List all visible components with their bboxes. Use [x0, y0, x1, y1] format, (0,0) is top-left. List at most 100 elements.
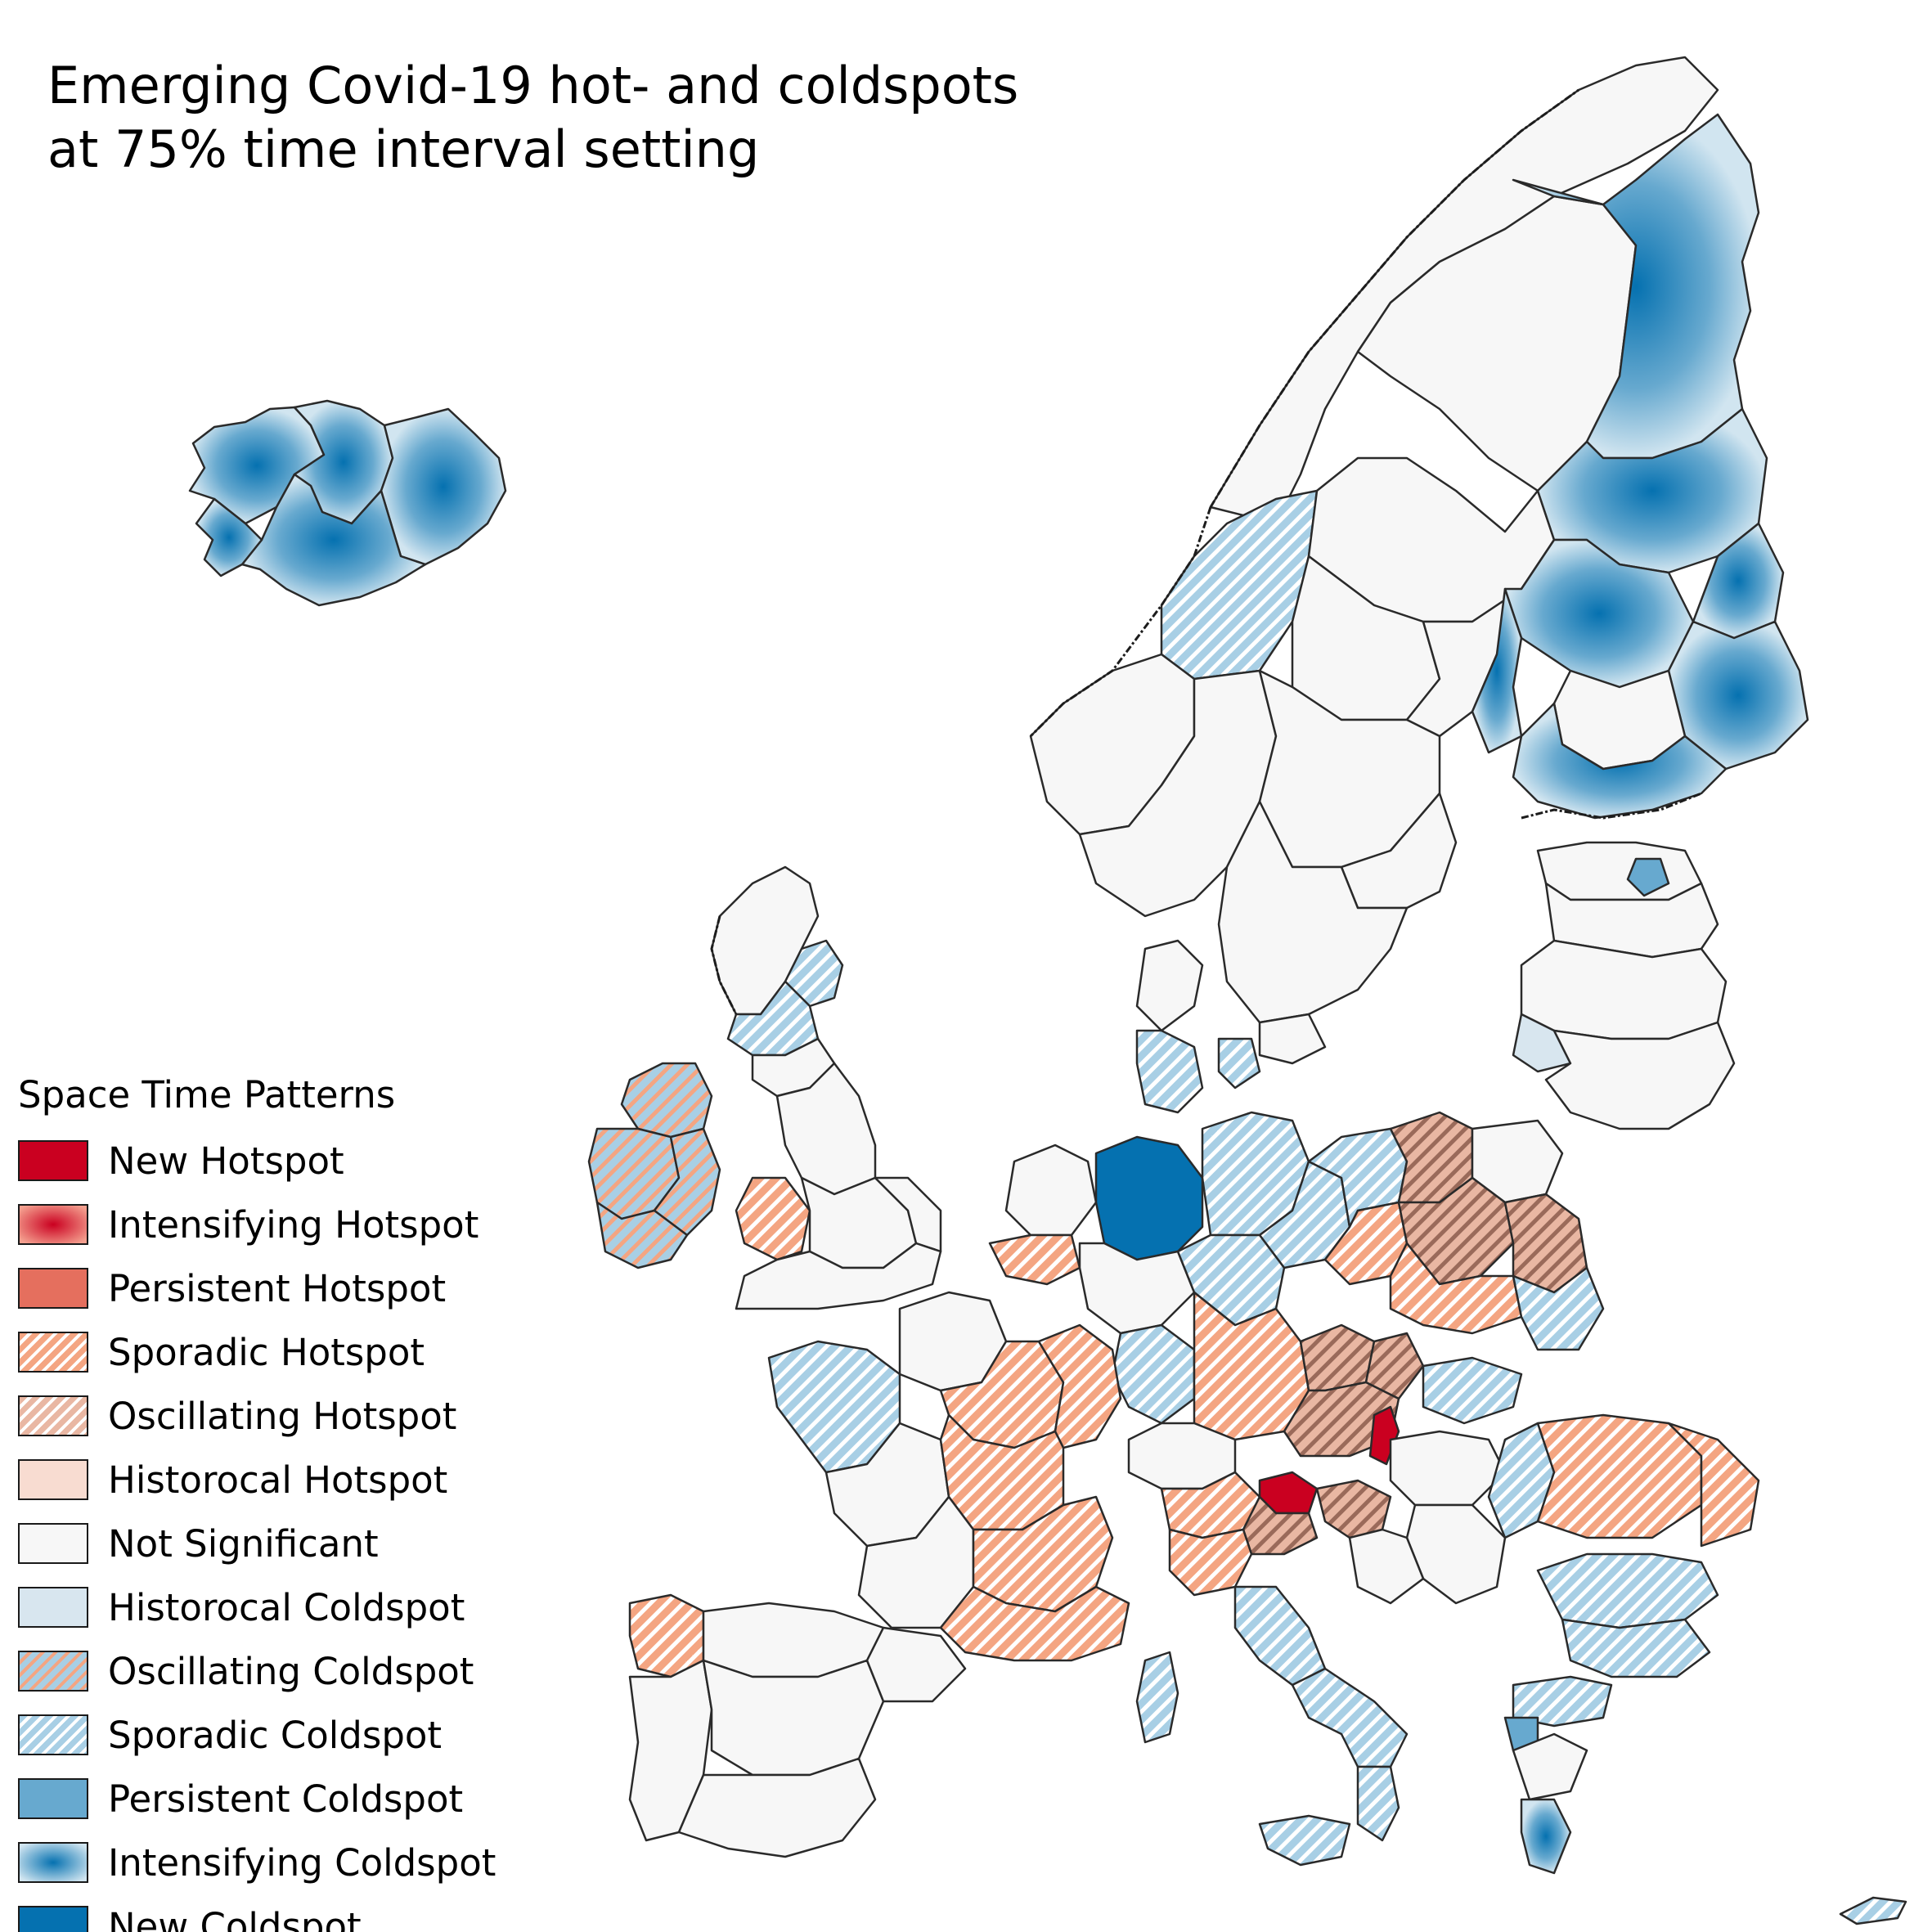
spain-catalonia — [865, 1626, 967, 1703]
solid-blue-swatch — [18, 1778, 88, 1819]
southeast-europe — [1348, 1413, 1907, 1925]
iceland-region-northeast — [380, 407, 507, 566]
spain-centre — [702, 1659, 885, 1777]
italy — [1135, 1471, 1409, 1867]
hungary — [1389, 1430, 1507, 1507]
legend-item: Sporadic Hotspot — [18, 1320, 496, 1384]
legend-label: Persistent Hotspot — [108, 1266, 447, 1310]
hatched-orange-swatch — [18, 1332, 88, 1373]
france-grand-est — [1037, 1323, 1122, 1449]
bosnia — [1348, 1528, 1425, 1605]
map-title: Emerging Covid-19 hot- and coldspots at … — [47, 56, 1019, 179]
germany-southwest — [1111, 1323, 1196, 1425]
italy-south — [1291, 1667, 1409, 1768]
legend-item: Not Significant — [18, 1512, 496, 1575]
legend-label: Persistent Coldspot — [108, 1777, 464, 1821]
italy-northeast — [1242, 1495, 1319, 1556]
legend-label: Sporadic Hotspot — [108, 1330, 425, 1374]
legend-item: Oscillating Hotspot — [18, 1384, 496, 1448]
bulgaria-north — [1536, 1552, 1719, 1629]
legend-label: Oscillating Hotspot — [108, 1394, 457, 1438]
iberia — [628, 1593, 967, 1858]
france-south — [939, 1585, 1130, 1662]
legend-item: Persistent Coldspot — [18, 1767, 496, 1831]
spain-galicia — [628, 1593, 705, 1678]
finland-ostrobothnia — [1471, 587, 1523, 754]
iceland — [188, 399, 507, 607]
legend-label: New Coldspot — [108, 1904, 362, 1932]
legend-label: Sporadic Coldspot — [108, 1713, 443, 1757]
denmark-north — [1135, 939, 1204, 1032]
italy-calabria — [1356, 1765, 1400, 1842]
italy-emilia — [1168, 1528, 1253, 1597]
sweden-skane — [1258, 1013, 1327, 1065]
serbia — [1405, 1503, 1507, 1605]
solid-pale-rose-swatch — [18, 1459, 88, 1500]
legend-label: Historocal Hotspot — [108, 1458, 448, 1502]
legend-item: Oscillating Coldspot — [18, 1639, 496, 1703]
legend-item: Intensifying Hotspot — [18, 1193, 496, 1256]
greece-central — [1512, 1732, 1588, 1801]
legend-label: Not Significant — [108, 1521, 379, 1566]
czechia-east — [1364, 1332, 1425, 1400]
solid-dark-red-swatch — [18, 1140, 88, 1181]
legend-item: Persistent Hotspot — [18, 1256, 496, 1320]
solid-dark-blue-swatch — [18, 1906, 88, 1932]
solid-light-gray-swatch — [18, 1523, 88, 1564]
hatched-blue-orange-swatch — [18, 1651, 88, 1692]
hatched-rose-swatch — [18, 1395, 88, 1436]
legend: Space Time Patterns New Hotspot Intensify… — [18, 1070, 496, 1932]
germany-lower-saxony — [1094, 1135, 1204, 1261]
sweden-south — [1217, 800, 1409, 1024]
cyprus — [1839, 1896, 1907, 1925]
france — [767, 1291, 1130, 1662]
finland — [1471, 113, 1809, 820]
finland-south — [1512, 702, 1728, 820]
ireland-north — [620, 1062, 713, 1139]
czechia-west — [1299, 1323, 1376, 1392]
legend-item: New Coldspot — [18, 1894, 496, 1932]
hatched-light-blue-swatch — [18, 1714, 88, 1755]
england-south — [735, 1242, 942, 1310]
iceland-region-south — [240, 473, 427, 607]
greece-peloponnese — [1520, 1798, 1572, 1875]
romania-east — [1667, 1422, 1760, 1548]
italy-central — [1233, 1585, 1327, 1687]
england-north — [775, 1062, 877, 1196]
bulgaria-south — [1561, 1618, 1711, 1678]
legend-item: Intensifying Coldspot — [18, 1831, 496, 1894]
lithuania — [1544, 1021, 1736, 1130]
radial-red-swatch — [18, 1204, 88, 1245]
denmark — [1135, 939, 1261, 1114]
iceland-region-southwest — [195, 497, 263, 577]
estonia-east — [1626, 857, 1670, 897]
legend-label: Oscillating Coldspot — [108, 1649, 474, 1693]
scandinavia — [1029, 56, 1719, 1065]
legend-label: New Hotspot — [108, 1139, 344, 1183]
legend-item: New Hotspot — [18, 1129, 496, 1193]
germany-west — [1078, 1242, 1196, 1335]
belgium — [988, 1233, 1081, 1286]
legend-label: Historocal Coldspot — [108, 1585, 465, 1629]
wales — [735, 1176, 811, 1261]
denmark-south — [1135, 1029, 1204, 1114]
legend-item: Historocal Coldspot — [18, 1575, 496, 1639]
austria — [1283, 1381, 1400, 1458]
finland-lapland — [1512, 113, 1760, 460]
legend-items: New Hotspot Intensifying Hotspot Persisten… — [18, 1129, 496, 1932]
latvia — [1520, 939, 1728, 1040]
estonia-north — [1536, 841, 1703, 901]
central-europe — [988, 1111, 1605, 1539]
italy-sardinia — [1135, 1651, 1179, 1744]
radial-blue-swatch — [18, 1842, 88, 1883]
spain-south — [677, 1757, 877, 1858]
ireland-east — [653, 1127, 721, 1237]
ireland-south — [595, 1201, 689, 1269]
switzerland — [1127, 1422, 1237, 1490]
coastline-details — [710, 88, 1702, 1015]
croatia — [1315, 1479, 1392, 1539]
italy-sicily — [1258, 1814, 1351, 1867]
solid-pale-blue-swatch — [18, 1587, 88, 1628]
legend-item: Historocal Hotspot — [18, 1448, 496, 1512]
